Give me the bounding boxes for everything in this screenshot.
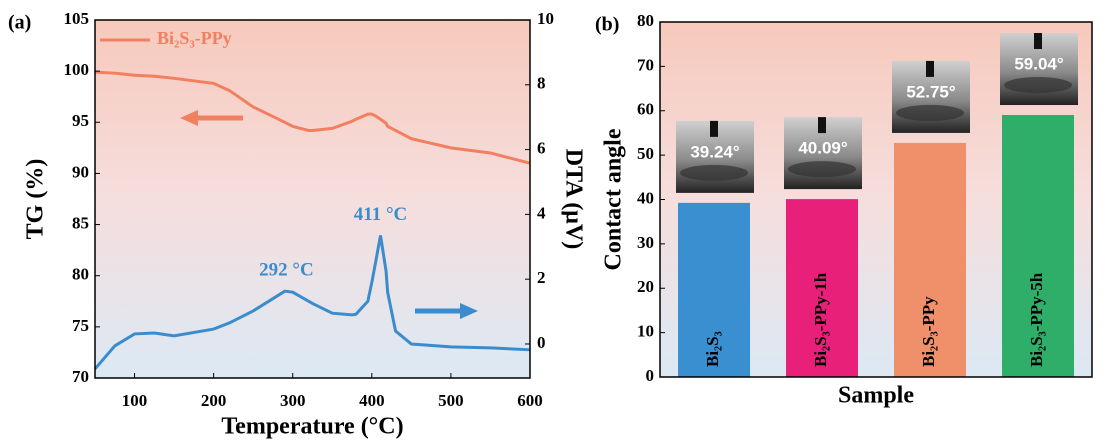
bar bbox=[678, 202, 750, 377]
y-tick-label: 70 bbox=[637, 55, 654, 74]
y2-tick-label: 6 bbox=[537, 138, 546, 157]
y-tick-label: 85 bbox=[72, 213, 89, 232]
y-tick-label: 40 bbox=[637, 188, 654, 207]
needle bbox=[710, 120, 718, 137]
y2-axis-title: DTA (μV) bbox=[560, 149, 586, 250]
y2-tick-label: 8 bbox=[537, 74, 546, 93]
annotation: 292 °C bbox=[259, 260, 314, 281]
y-tick-label: 105 bbox=[64, 9, 90, 28]
x-tick-label: 600 bbox=[517, 391, 543, 410]
x-axis-title: Sample bbox=[838, 383, 914, 409]
value-label: 39.24° bbox=[690, 142, 740, 161]
x-tick-label: Bi₂S₃-PPy-1h bbox=[811, 272, 830, 367]
bar bbox=[1002, 115, 1074, 377]
y2-tick-label: 10 bbox=[537, 9, 554, 28]
y-tick-label: 10 bbox=[637, 322, 654, 341]
bar bbox=[894, 142, 966, 377]
y-axis-title: TG (%) bbox=[23, 159, 49, 240]
bar bbox=[786, 199, 858, 377]
y2-tick-label: 0 bbox=[537, 333, 546, 352]
droplet bbox=[896, 104, 964, 121]
x-tick-label: Bi₂S₃-PPy bbox=[919, 296, 938, 367]
y2-tick-label: 2 bbox=[537, 268, 546, 287]
data-line bbox=[93, 235, 531, 370]
droplet bbox=[1004, 77, 1072, 94]
needle bbox=[1034, 33, 1042, 50]
y-tick-label: 30 bbox=[637, 233, 654, 252]
needle bbox=[818, 117, 826, 134]
plot-background bbox=[95, 20, 530, 378]
y-tick-label: 100 bbox=[64, 60, 90, 79]
x-axis-title: Temperature (°C) bbox=[221, 414, 403, 440]
needle bbox=[926, 60, 934, 77]
y-tick-label: 90 bbox=[72, 162, 89, 181]
panel-label: (b) bbox=[595, 14, 619, 36]
arrow-head bbox=[180, 110, 198, 126]
value-label: 40.09° bbox=[798, 139, 848, 158]
y-tick-label: 60 bbox=[637, 100, 654, 119]
y-tick-label: 70 bbox=[72, 367, 89, 386]
x-tick-label: 200 bbox=[201, 391, 227, 410]
x-tick-label: Bi₂S₃ bbox=[703, 331, 722, 367]
y-tick-label: 80 bbox=[637, 11, 654, 30]
droplet bbox=[680, 164, 748, 181]
data-line bbox=[94, 70, 531, 165]
droplet bbox=[788, 161, 856, 178]
x-tick-label: 100 bbox=[122, 391, 148, 410]
y2-tick-label: 4 bbox=[537, 203, 546, 222]
y-tick-label: 0 bbox=[646, 366, 655, 385]
panel-label: (a) bbox=[8, 12, 31, 34]
arrow-head bbox=[460, 303, 478, 319]
annotation: 411 °C bbox=[354, 204, 408, 225]
y-axis-title: Contact angle bbox=[601, 128, 627, 270]
x-tick-label: Bi₂S₃-PPy-5h bbox=[1027, 272, 1046, 367]
x-tick-label: 500 bbox=[438, 391, 464, 410]
y-tick-label: 95 bbox=[72, 111, 89, 130]
x-tick-label: 400 bbox=[359, 391, 385, 410]
y-tick-label: 20 bbox=[637, 277, 654, 296]
y-tick-label: 50 bbox=[637, 144, 654, 163]
y-tick-label: 75 bbox=[72, 316, 89, 335]
value-label: 59.04° bbox=[1014, 54, 1064, 73]
y-tick-label: 80 bbox=[72, 265, 89, 284]
x-tick-label: 300 bbox=[280, 391, 306, 410]
legend-label: Bi₂S₃-PPy bbox=[157, 28, 232, 48]
value-label: 52.75° bbox=[906, 82, 956, 101]
plot-frame bbox=[94, 19, 531, 379]
